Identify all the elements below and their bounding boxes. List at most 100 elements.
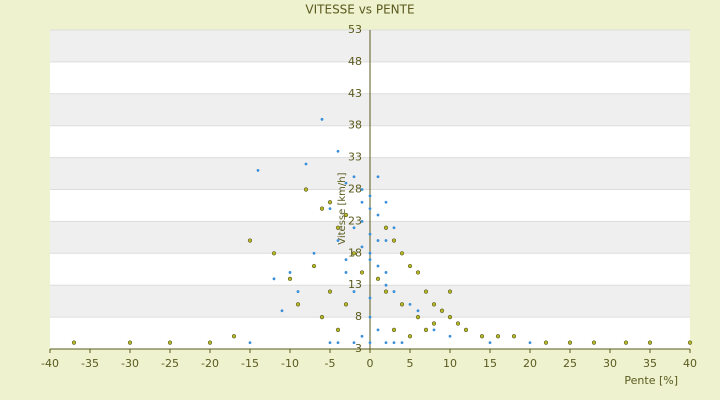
point — [71, 340, 77, 345]
point — [455, 321, 461, 326]
point — [488, 341, 492, 345]
point — [319, 206, 325, 211]
y-tick-label: 33 — [348, 151, 362, 164]
point — [391, 238, 397, 243]
point — [312, 251, 316, 255]
point — [359, 270, 365, 275]
point — [247, 238, 253, 243]
point — [376, 175, 380, 179]
point — [311, 263, 317, 269]
point — [384, 239, 388, 242]
point — [376, 239, 380, 242]
point — [304, 162, 308, 166]
point — [368, 315, 372, 319]
y-tick-label: 13 — [348, 278, 362, 291]
point — [344, 258, 348, 262]
y-tick-label: 53 — [348, 23, 362, 36]
point — [352, 175, 356, 179]
point — [384, 341, 388, 345]
point — [360, 200, 364, 204]
point — [352, 290, 356, 293]
point — [296, 290, 300, 293]
point — [207, 340, 213, 345]
point — [360, 334, 364, 338]
point — [336, 239, 340, 242]
point — [479, 334, 485, 339]
point — [423, 289, 429, 294]
x-tick-label: -15 — [241, 357, 259, 370]
point — [543, 340, 549, 345]
point — [384, 271, 388, 274]
x-tick-label: 10 — [443, 357, 457, 370]
point — [271, 251, 277, 256]
point — [231, 334, 237, 339]
point — [439, 308, 445, 313]
point — [431, 321, 437, 326]
point — [248, 341, 252, 345]
x-tick-label: -25 — [161, 357, 179, 370]
point — [432, 328, 436, 332]
y-axis-label: Vitesse [km/h] — [337, 172, 348, 244]
point — [375, 276, 381, 281]
point — [416, 309, 420, 313]
point — [407, 263, 413, 269]
point — [368, 296, 372, 300]
point — [336, 149, 340, 153]
x-tick-label: -35 — [81, 357, 99, 370]
point — [400, 341, 404, 345]
point — [399, 251, 405, 256]
point — [344, 181, 348, 185]
point — [320, 117, 324, 121]
point — [415, 315, 421, 320]
point — [256, 168, 260, 172]
point — [647, 340, 653, 345]
y-tick-label: 23 — [348, 214, 362, 227]
point — [495, 334, 501, 339]
point — [408, 302, 412, 306]
y-tick-label: 43 — [348, 87, 362, 100]
point — [295, 302, 301, 307]
x-tick-label: -30 — [121, 357, 139, 370]
y-tick-label: 48 — [348, 55, 362, 68]
x-tick-label: 15 — [483, 357, 497, 370]
point — [335, 327, 341, 332]
x-tick-label: 5 — [407, 357, 414, 370]
y-tick-label: 38 — [348, 119, 362, 132]
point — [360, 220, 364, 223]
point — [448, 334, 452, 338]
point — [368, 251, 372, 255]
point — [431, 302, 437, 307]
point — [360, 188, 364, 191]
point — [423, 327, 429, 332]
point — [368, 194, 372, 198]
point — [360, 245, 364, 249]
point — [376, 213, 380, 217]
point — [327, 289, 333, 294]
x-tick-label: 35 — [643, 357, 657, 370]
point — [352, 226, 356, 230]
point — [407, 334, 413, 339]
point — [383, 225, 389, 230]
point — [383, 289, 389, 294]
y-tick-label: 28 — [348, 183, 362, 196]
point — [368, 341, 372, 345]
point — [127, 340, 133, 345]
x-tick-label: -40 — [41, 357, 59, 370]
x-tick-label: -20 — [201, 357, 219, 370]
x-tick-label: 30 — [603, 357, 617, 370]
x-tick-label: 25 — [563, 357, 577, 370]
point — [319, 315, 325, 320]
point — [272, 277, 276, 281]
x-tick-label: 0 — [367, 357, 374, 370]
point — [392, 226, 396, 230]
point — [399, 302, 405, 307]
point — [352, 341, 356, 345]
point — [344, 271, 348, 274]
point — [288, 271, 292, 274]
point — [591, 340, 597, 345]
point — [384, 283, 388, 287]
point — [336, 341, 340, 345]
point — [384, 200, 388, 204]
x-tick-label: 40 — [683, 357, 697, 370]
